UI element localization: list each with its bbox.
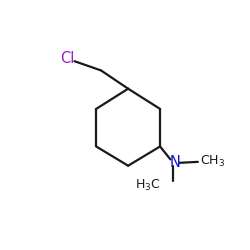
Text: H$_3$C: H$_3$C xyxy=(136,178,161,192)
Text: CH$_3$: CH$_3$ xyxy=(200,154,225,170)
Text: Cl: Cl xyxy=(60,51,74,66)
Text: N: N xyxy=(169,155,180,170)
